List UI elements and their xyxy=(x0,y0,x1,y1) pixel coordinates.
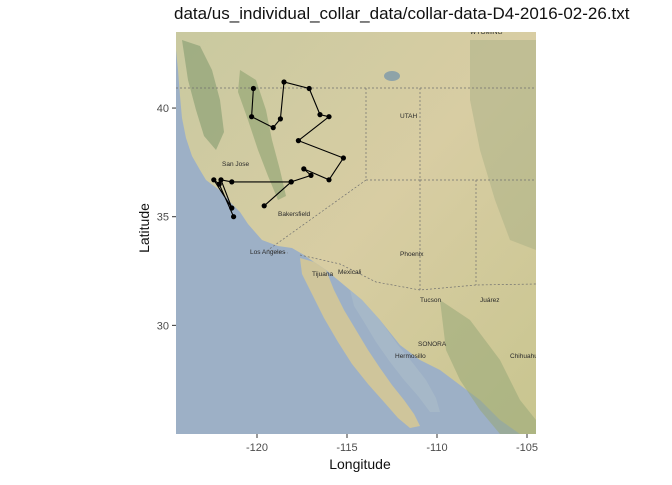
y-tick-label: 30 xyxy=(157,320,169,332)
boundaries xyxy=(176,87,536,291)
label-sonora: SONORA xyxy=(418,341,447,348)
label-tijuana: Tijuana xyxy=(312,271,333,278)
x-tick-label: -120 xyxy=(246,442,268,454)
track-point xyxy=(277,116,283,122)
track-point xyxy=(288,179,294,185)
track-point xyxy=(317,112,323,118)
track-point xyxy=(211,177,217,183)
great-salt-lake xyxy=(384,71,400,81)
track-point xyxy=(249,114,255,120)
track-point xyxy=(326,114,332,120)
track-point xyxy=(229,179,235,185)
map-background: WYOMING UTAH San Jose Bakersfield Los An… xyxy=(176,29,542,434)
label-san-jose: San Jose xyxy=(222,161,249,168)
track-point xyxy=(270,125,276,131)
track-point xyxy=(301,166,307,172)
label-mexicali: Mexicali xyxy=(338,269,361,276)
x-tick-label: -115 xyxy=(336,442,357,454)
y-tick-label: 35 xyxy=(157,212,169,224)
label-bakersfield: Bakersfield xyxy=(278,211,311,218)
track-point xyxy=(306,85,312,92)
southern-mountains xyxy=(440,300,536,434)
track-point xyxy=(308,172,314,178)
track-point xyxy=(261,203,267,209)
gulf-of-california xyxy=(350,290,440,412)
track-point xyxy=(231,214,237,220)
coast-range xyxy=(182,40,224,150)
label-tucson: Tucson xyxy=(420,297,441,304)
chart-title: data/us_individual_collar_data/collar-da… xyxy=(174,4,630,23)
place-labels: WYOMING UTAH San Jose Bakersfield Los An… xyxy=(222,29,542,360)
track-point xyxy=(218,177,224,183)
axes: -120 -115 -110 -105 30 35 40 xyxy=(157,103,538,454)
track-point xyxy=(340,155,346,161)
track-point xyxy=(326,177,332,183)
label-utah: UTAH xyxy=(400,113,418,120)
label-wyoming: WYOMING xyxy=(470,29,503,36)
y-axis-title: Latitude xyxy=(136,203,152,253)
label-hermosillo: Hermosillo xyxy=(395,353,426,360)
y-tick-label: 40 xyxy=(157,103,169,115)
track-point xyxy=(281,79,287,85)
sierra-nevada xyxy=(238,70,286,200)
track-point xyxy=(216,181,222,187)
label-juarez: Juárez xyxy=(480,297,500,304)
label-chihuahua: Chihuahua xyxy=(510,353,542,360)
x-tick-label: -110 xyxy=(426,442,447,454)
track-point xyxy=(250,85,256,92)
x-tick-label: -105 xyxy=(516,442,538,454)
track-line xyxy=(213,81,345,217)
label-los-angeles: Los Angeles xyxy=(250,249,286,256)
track-point xyxy=(295,138,301,144)
rocky-highlands xyxy=(470,40,536,250)
track-point xyxy=(229,205,235,211)
x-axis-title: Longitude xyxy=(329,456,391,472)
land-baja xyxy=(300,258,420,428)
collar-track xyxy=(211,79,346,220)
label-phoenix: Phoenix xyxy=(400,251,424,258)
